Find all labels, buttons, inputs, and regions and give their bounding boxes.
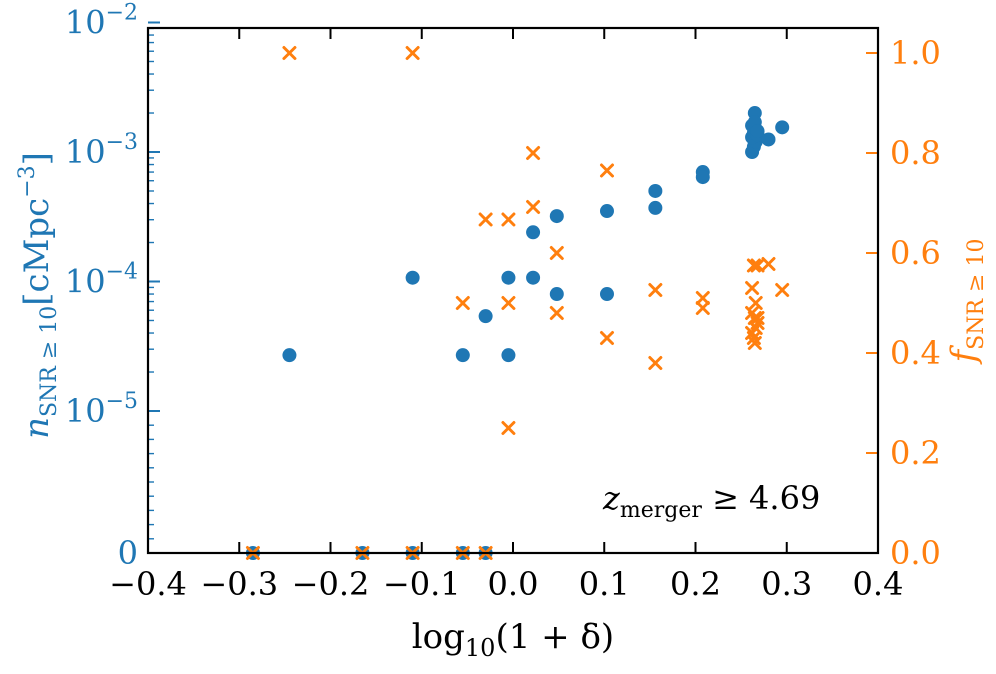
- x-tick-label: 0.4: [853, 565, 904, 603]
- blue-point: [478, 309, 493, 324]
- orange-x-point: [501, 212, 516, 227]
- orange-x-point: [648, 356, 663, 370]
- right-tick-label: 0.4: [890, 334, 941, 372]
- blue-point: [501, 270, 516, 285]
- blue-point: [549, 287, 564, 302]
- orange-x-point: [599, 163, 614, 178]
- blue-point: [695, 170, 710, 185]
- orange-x-point: [747, 336, 762, 350]
- right-tick-label: 0.8: [890, 134, 941, 172]
- blue-point: [405, 270, 420, 285]
- orange-x-point: [501, 421, 516, 435]
- labels-layer: log10(1 + δ) nSNR ≥ 10[cMpc−3] fSNR ≥ 10…: [15, 1, 989, 663]
- plot-frame: [146, 26, 880, 555]
- left-tick-label: 0: [118, 534, 138, 572]
- orange-x-point: [745, 281, 760, 295]
- x-tick-label: 0.2: [670, 565, 721, 603]
- orange-x-point: [282, 46, 297, 60]
- blue-point: [501, 348, 516, 363]
- orange-x-point: [775, 283, 790, 297]
- blue-point: [775, 120, 790, 135]
- left-tick-label: 10−4: [65, 260, 138, 301]
- orange-x-point: [599, 331, 614, 345]
- blue-point: [282, 348, 297, 363]
- orange-x-point: [405, 46, 420, 60]
- orange-x-point: [455, 296, 470, 310]
- left-tick-label: 10−3: [65, 130, 138, 171]
- ticks-layer: [147, 21, 879, 554]
- right-tick-label: 0.6: [890, 234, 941, 272]
- orange-x-point: [695, 301, 710, 315]
- right-axis-label: fSNR ≥ 10: [944, 239, 989, 366]
- orange-x-point: [526, 146, 541, 160]
- orange-x-point: [478, 212, 493, 227]
- blue-point: [526, 225, 541, 240]
- blue-point: [750, 124, 765, 139]
- orange-x-point: [648, 283, 663, 297]
- blue-point: [648, 200, 663, 215]
- orange-x-point: [549, 246, 564, 260]
- blue-point: [761, 132, 776, 147]
- x-tick-label: −0.4: [109, 565, 187, 603]
- orange-x-point: [750, 258, 765, 273]
- redshift-annotation: zmerger ≥ 4.69: [602, 479, 820, 523]
- left-tick-label: 10−5: [65, 389, 138, 430]
- x-tick-label: −0.2: [292, 565, 370, 603]
- right-tick-label: 0.2: [890, 434, 941, 472]
- blue-point: [549, 209, 564, 224]
- x-tick-label: 0.1: [579, 565, 630, 603]
- blue-point: [648, 183, 663, 198]
- right-tick-label: 1.0: [890, 34, 941, 72]
- left-axis-label: nSNR ≥ 10[cMpc−3]: [15, 152, 62, 439]
- orange-x-point: [549, 306, 564, 320]
- x-tick-label: 0.0: [488, 565, 539, 603]
- blue-point: [455, 348, 470, 363]
- x-tick-label: −0.3: [200, 565, 278, 603]
- blue-point: [526, 270, 541, 285]
- orange-x-point: [526, 200, 541, 214]
- orange-x-point: [695, 291, 710, 305]
- blue-point: [599, 287, 614, 302]
- orange-x-point: [748, 296, 763, 310]
- right-tick-label: 0.0: [890, 534, 941, 572]
- orange-x-point: [761, 257, 776, 271]
- x-tick-label: −0.1: [383, 565, 461, 603]
- blue-point: [599, 204, 614, 219]
- x-axis-label: log10(1 + δ): [412, 617, 614, 662]
- x-tick-label: 0.3: [761, 565, 812, 603]
- orange-x-point: [746, 258, 761, 273]
- orange-x-point: [501, 296, 516, 310]
- orange-x-point: [750, 316, 765, 330]
- orange-x-point: [750, 311, 765, 325]
- left-tick-label: 10−2: [65, 1, 138, 42]
